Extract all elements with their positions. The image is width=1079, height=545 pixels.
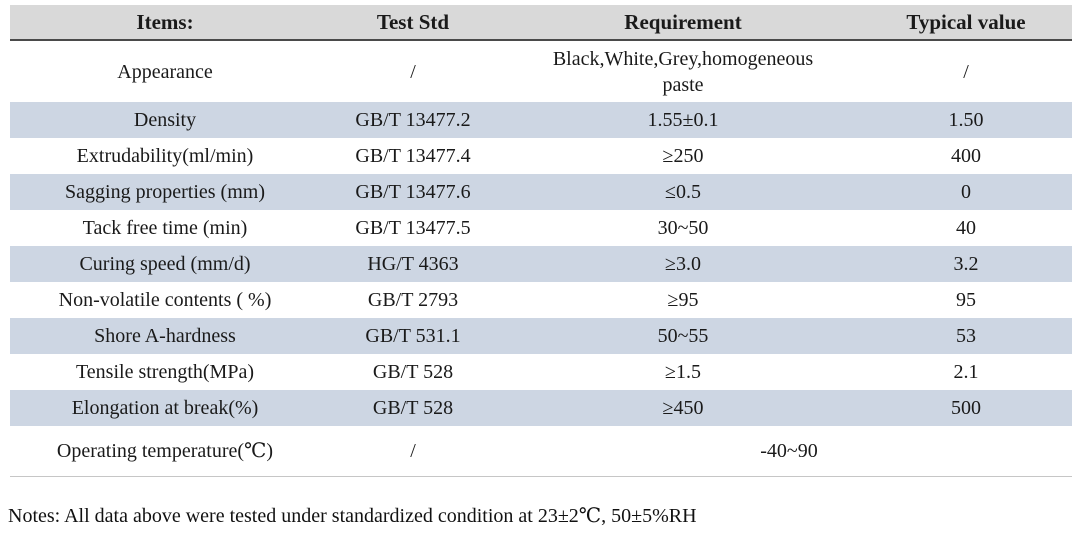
- cell-req: ≥1.5: [665, 361, 701, 383]
- cell-typ: 53: [860, 318, 1072, 354]
- cell-item: Curing speed (mm/d): [10, 246, 320, 282]
- cell-typ: /: [963, 60, 969, 83]
- cell-std: GB/T 528: [372, 361, 454, 383]
- table-row-tensile-strength: Tensile strength(MPa) GB/T 528 ≥1.5 2.1: [10, 354, 1072, 390]
- cell-std: HG/T 4363: [320, 246, 506, 282]
- cell-typ: 3.2: [860, 246, 1072, 282]
- cell-typ: 400: [951, 145, 981, 167]
- cell-typ: 95: [956, 289, 976, 311]
- table-row-non-volatile: Non-volatile contents ( %) GB/T 2793 ≥95…: [10, 282, 1072, 318]
- cell-std: GB/T 13477.4: [355, 145, 471, 167]
- spec-table-header: Items: Test Std Requirement Typical valu…: [10, 5, 1072, 41]
- table-row-curing-speed: Curing speed (mm/d) HG/T 4363 ≥3.0 3.2: [10, 246, 1072, 282]
- cell-item: Tensile strength(MPa): [75, 361, 254, 383]
- cell-req: 30~50: [657, 217, 709, 239]
- cell-req: ≥450: [506, 390, 860, 426]
- table-row-tack-free-time: Tack free time (min) GB/T 13477.5 30~50 …: [10, 210, 1072, 246]
- cell-req: ≥95: [667, 289, 699, 311]
- cell-item: Appearance: [117, 60, 213, 83]
- cell-item: Extrudability(ml/min): [76, 145, 254, 167]
- table-row-operating-temperature: Operating temperature(℃) / -40~90: [10, 426, 1072, 477]
- cell-std: GB/T 13477.2: [320, 102, 506, 138]
- spec-table: Items: Test Std Requirement Typical valu…: [10, 5, 1072, 477]
- cell-std: /: [410, 60, 416, 83]
- header-requirement: Requirement: [506, 5, 860, 41]
- cell-std: /: [320, 426, 506, 477]
- header-row: Items: Test Std Requirement Typical valu…: [10, 5, 1072, 41]
- cell-req: ≤0.5: [506, 174, 860, 210]
- table-row-elongation: Elongation at break(%) GB/T 528 ≥450 500: [10, 390, 1072, 426]
- header-typical-value: Typical value: [860, 5, 1072, 41]
- table-row-sagging: Sagging properties (mm) GB/T 13477.6 ≤0.…: [10, 174, 1072, 210]
- cell-item: Elongation at break(%): [10, 390, 320, 426]
- cell-item: Tack free time (min): [82, 217, 248, 239]
- cell-req-merged: -40~90: [506, 426, 1072, 477]
- notes-text: Notes: All data above were tested under …: [8, 504, 697, 527]
- cell-req: Black,White,Grey,homogeneous paste: [552, 47, 814, 96]
- cell-item: Operating temperature(℃): [10, 426, 320, 477]
- cell-typ: 2.1: [953, 361, 979, 383]
- cell-item: Shore A-hardness: [10, 318, 320, 354]
- cell-std: GB/T 13477.6: [320, 174, 506, 210]
- cell-std: GB/T 528: [320, 390, 506, 426]
- header-test-std: Test Std: [320, 5, 506, 41]
- cell-item: Density: [10, 102, 320, 138]
- cell-std: GB/T 2793: [367, 289, 459, 311]
- cell-req: 1.55±0.1: [506, 102, 860, 138]
- cell-item: Non-volatile contents ( %): [58, 289, 272, 311]
- table-row-extrudability: Extrudability(ml/min) GB/T 13477.4 ≥250 …: [10, 138, 1072, 174]
- cell-typ: 500: [860, 390, 1072, 426]
- header-items: Items:: [10, 5, 320, 41]
- cell-item: Sagging properties (mm): [10, 174, 320, 210]
- table-row-appearance: Appearance / Black,White,Grey,homogeneou…: [10, 40, 1072, 102]
- cell-req: ≥3.0: [506, 246, 860, 282]
- cell-typ: 40: [956, 217, 976, 239]
- cell-req: ≥250: [662, 145, 704, 167]
- cell-req: 50~55: [506, 318, 860, 354]
- cell-typ: 1.50: [860, 102, 1072, 138]
- table-row-shore-hardness: Shore A-hardness GB/T 531.1 50~55 53: [10, 318, 1072, 354]
- cell-typ: 0: [860, 174, 1072, 210]
- cell-std: GB/T 13477.5: [355, 217, 471, 239]
- table-row-density: Density GB/T 13477.2 1.55±0.1 1.50: [10, 102, 1072, 138]
- cell-std: GB/T 531.1: [320, 318, 506, 354]
